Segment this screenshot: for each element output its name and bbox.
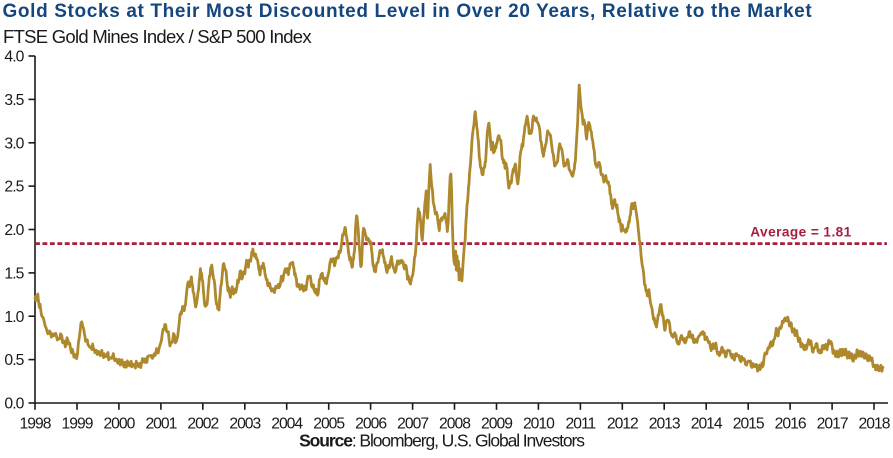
svg-text:2000: 2000 — [103, 416, 135, 433]
svg-text:0.5: 0.5 — [4, 352, 24, 369]
svg-text:2004: 2004 — [271, 416, 303, 433]
svg-text:2008: 2008 — [439, 416, 471, 433]
svg-text:1998: 1998 — [20, 416, 52, 433]
svg-text:3.0: 3.0 — [4, 135, 24, 152]
svg-text:2015: 2015 — [733, 416, 765, 433]
svg-text:2016: 2016 — [775, 416, 807, 433]
svg-text:1.5: 1.5 — [4, 266, 24, 283]
svg-text:2005: 2005 — [313, 416, 345, 433]
svg-text:2.0: 2.0 — [4, 222, 24, 239]
svg-text:2010: 2010 — [523, 416, 555, 433]
svg-text:2014: 2014 — [691, 416, 723, 433]
svg-text:Average = 1.81: Average = 1.81 — [750, 224, 851, 239]
svg-text:2006: 2006 — [355, 416, 387, 433]
svg-text:2013: 2013 — [649, 416, 681, 433]
svg-text:0.0: 0.0 — [4, 396, 24, 413]
svg-text:2009: 2009 — [481, 416, 512, 433]
svg-text:2001: 2001 — [145, 416, 176, 433]
svg-text:2002: 2002 — [187, 416, 218, 433]
svg-text:2012: 2012 — [607, 416, 638, 433]
svg-text:4.0: 4.0 — [4, 49, 24, 66]
svg-text:Gold Stocks at Their Most Disc: Gold Stocks at Their Most Discounted Lev… — [3, 1, 813, 22]
svg-text:2.5: 2.5 — [4, 179, 24, 196]
svg-text:Source: Bloomberg, U.S. Global: Source: Bloomberg, U.S. Global Investors — [299, 431, 585, 451]
svg-text:FTSE Gold Mines Index / S&P 50: FTSE Gold Mines Index / S&P 500 Index — [3, 26, 312, 47]
svg-text:2017: 2017 — [817, 416, 848, 433]
svg-text:1.0: 1.0 — [4, 309, 24, 326]
svg-text:2003: 2003 — [229, 416, 261, 433]
svg-text:2007: 2007 — [397, 416, 428, 433]
svg-text:2018: 2018 — [859, 416, 891, 433]
svg-text:3.5: 3.5 — [4, 92, 24, 109]
svg-text:1999: 1999 — [62, 416, 93, 433]
svg-text:2011: 2011 — [566, 416, 596, 433]
